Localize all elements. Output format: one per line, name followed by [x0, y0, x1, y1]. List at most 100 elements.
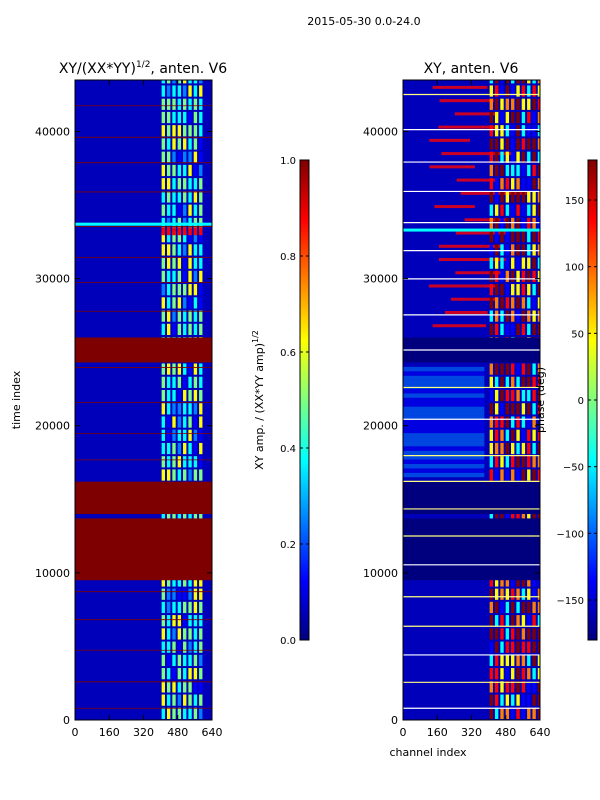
- heatmap-cell: [500, 125, 504, 137]
- heatmap-cell: [489, 389, 493, 402]
- heatmap-cell: [193, 323, 198, 335]
- heatmap-cell: [183, 297, 187, 309]
- heatmap-cell: [500, 641, 504, 653]
- heatmap-cell: [188, 270, 192, 283]
- heatmap-cell: [172, 231, 176, 243]
- heatmap-cell: [172, 323, 176, 335]
- heatmap-cell: [489, 270, 493, 283]
- heatmap-cell: [532, 257, 536, 269]
- heatmap-cell: [494, 191, 499, 203]
- heatmap-cell: [193, 681, 198, 693]
- heatmap-cell: [177, 429, 182, 441]
- heatmap-cell: [532, 111, 536, 124]
- heatmap-cell: [537, 654, 540, 667]
- heatmap-cell: [527, 707, 531, 719]
- heatmap-cell: [489, 257, 493, 269]
- heatmap-cell: [403, 375, 485, 381]
- heatmap-cell: [500, 615, 504, 627]
- heatmap-cell: [166, 416, 171, 428]
- heatmap-cell: [511, 668, 515, 680]
- heatmap-cell: [505, 178, 510, 190]
- heatmap-cell: [527, 681, 531, 693]
- heatmap-cell: [161, 204, 165, 216]
- heatmap-cell: [537, 98, 540, 110]
- heatmap-cell: [193, 297, 198, 309]
- heatmap-cell: [177, 151, 182, 163]
- heatmap-cell: [403, 464, 485, 469]
- heatmap-cell: [403, 472, 485, 478]
- heatmap-cell: [161, 654, 165, 667]
- heatmap-cell: [505, 615, 510, 627]
- heatmap-cell: [199, 80, 203, 84]
- left-colorbar-label: XY amp. / (XX*YY amp)1/2: [251, 330, 266, 470]
- heatmap-cell: [183, 654, 187, 667]
- heatmap-cell: [161, 376, 165, 388]
- heatmap-cell: [438, 125, 496, 129]
- heatmap-cell: [161, 125, 165, 137]
- heatmap-cell: [432, 324, 487, 328]
- heatmap-cell: [193, 310, 198, 322]
- heatmap-cell: [454, 112, 499, 116]
- colorbar-tick-label: 1.0: [280, 156, 296, 167]
- heatmap-cell: [511, 164, 515, 177]
- heatmap-cell: [193, 151, 198, 163]
- heatmap-cell: [403, 424, 485, 429]
- heatmap-cell: [537, 178, 540, 190]
- heatmap-cell: [521, 601, 526, 614]
- heatmap-cell: [511, 217, 515, 230]
- heatmap-cell: [166, 509, 171, 521]
- heatmap-cell: [193, 138, 198, 150]
- heatmap-cell: [527, 231, 531, 243]
- heatmap-cell: [532, 217, 536, 230]
- heatmap-cell: [403, 397, 485, 403]
- heatmap-cell: [172, 429, 176, 441]
- heatmap-cell: [489, 191, 493, 203]
- heatmap-cell: [166, 138, 171, 150]
- heatmap-cell: [527, 668, 531, 680]
- heatmap-cell: [537, 217, 540, 230]
- heatmap-cell: [527, 80, 531, 84]
- heatmap-cell: [537, 125, 540, 137]
- heatmap-cell: [161, 575, 165, 587]
- heatmap-cell: [177, 641, 182, 653]
- heatmap-cell: [521, 80, 526, 84]
- heatmap-cell: [505, 389, 510, 402]
- y-tick-label: 10000: [35, 567, 70, 580]
- heatmap-cell: [177, 244, 182, 256]
- heatmap-cell: [183, 85, 187, 97]
- heatmap-cell: [527, 244, 531, 256]
- heatmap-cell: [183, 231, 187, 243]
- heatmap-cell: [199, 376, 203, 388]
- heatmap-cell: [193, 270, 198, 283]
- heatmap-cell: [532, 615, 536, 627]
- heatmap-cell: [199, 416, 203, 428]
- heatmap-cell: [489, 204, 493, 216]
- heatmap-cell: [537, 297, 540, 309]
- heatmap-cell: [188, 227, 192, 236]
- heatmap-cell: [527, 416, 531, 428]
- heatmap-cell: [183, 376, 187, 388]
- heatmap-cell: [199, 323, 203, 335]
- heatmap-cell: [494, 98, 499, 110]
- heatmap-cell: [199, 681, 203, 693]
- heatmap-cell: [193, 164, 198, 177]
- heatmap-cell: [161, 429, 165, 441]
- heatmap-cell: [511, 681, 515, 693]
- heatmap-cell: [199, 694, 203, 706]
- heatmap-cell: [489, 363, 493, 375]
- heatmap-cell: [489, 416, 493, 428]
- heatmap-cell: [166, 125, 171, 137]
- heatmap-cell: [537, 694, 540, 706]
- heatmap-cell: [500, 654, 504, 667]
- heatmap-cell: [521, 231, 526, 243]
- heatmap-cell: [161, 416, 165, 428]
- heatmap-cell: [494, 641, 499, 653]
- heatmap-cell: [500, 628, 504, 640]
- heatmap-cell: [521, 469, 526, 481]
- heatmap-cell: [172, 310, 176, 322]
- heatmap-cell: [505, 191, 510, 203]
- heatmap-cell: [166, 456, 171, 468]
- heatmap-cell: [183, 694, 187, 706]
- right-axis-ticks: 0 160 320 480 640 0 10000 20000 30000 40000: [363, 80, 551, 739]
- heatmap-cell: [532, 469, 536, 481]
